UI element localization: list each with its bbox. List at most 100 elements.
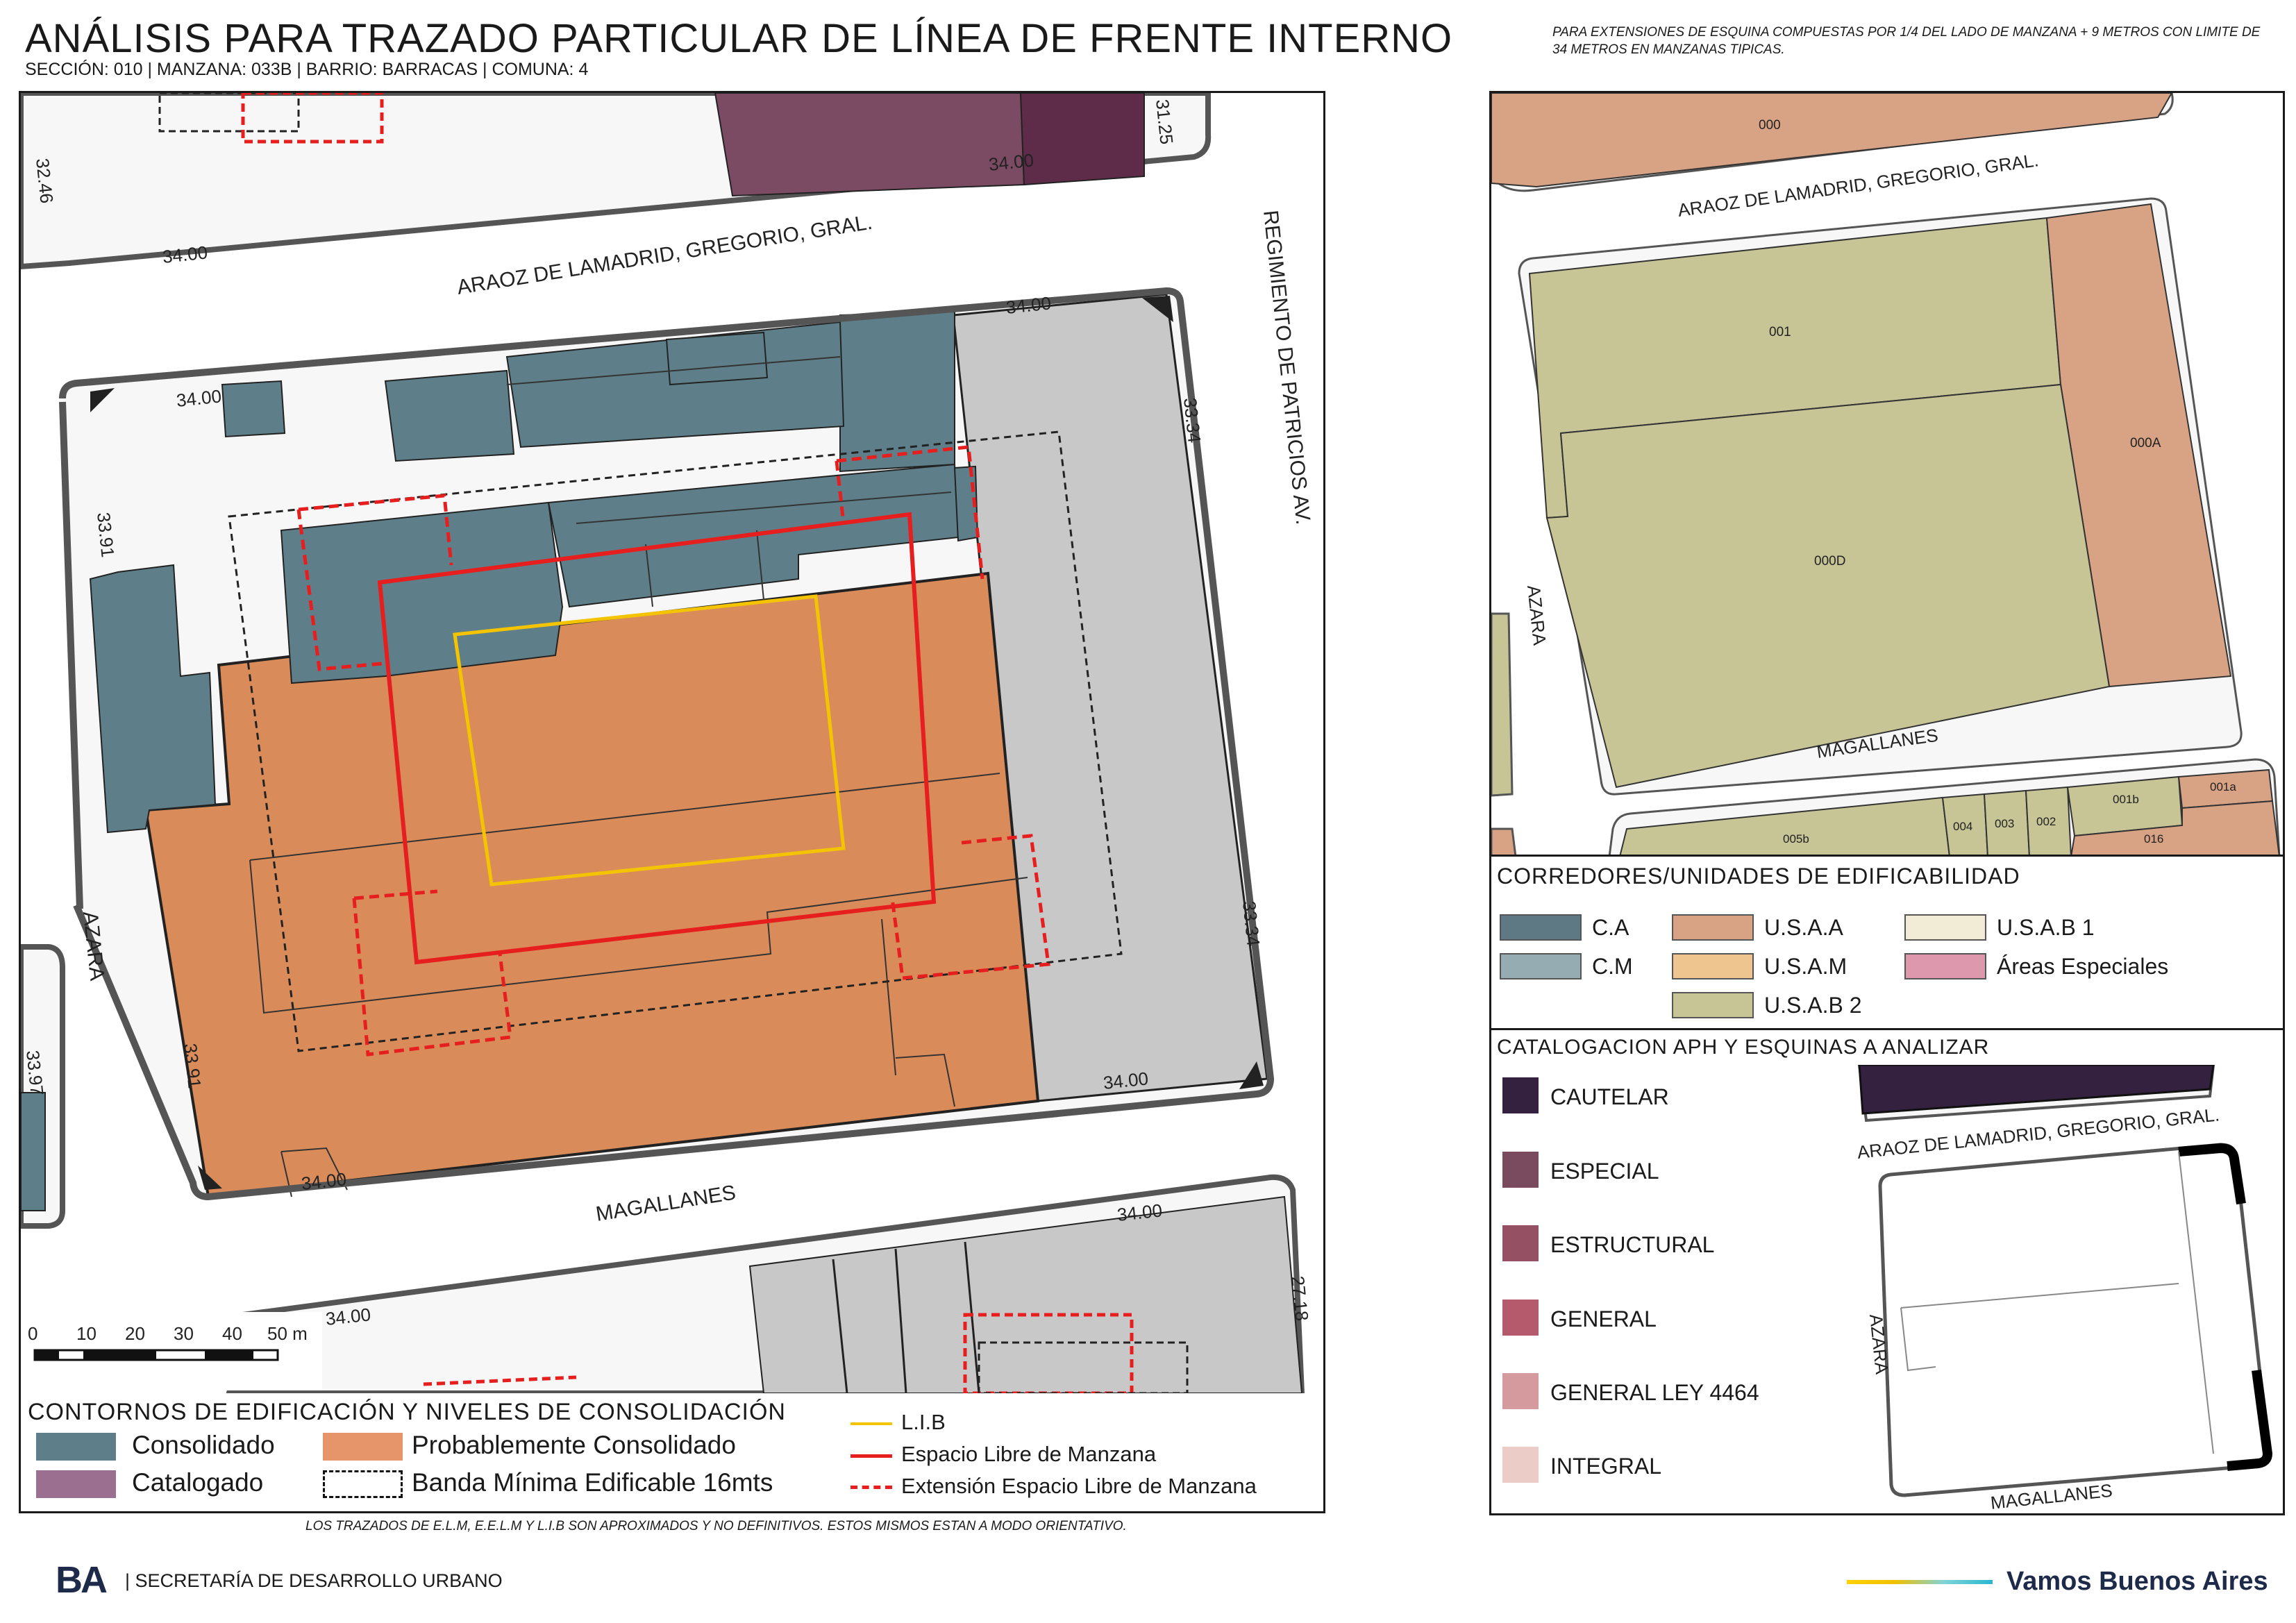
corridors-legend: CORREDORES/UNIDADES DE EDIFICABILIDAD C.… (1489, 855, 2285, 1032)
parcel-map[interactable]: 000 ARAOZ DE LAMADRID, GREGORIO, GRAL. 0… (1489, 91, 2285, 859)
swatch-especial (1502, 1152, 1539, 1188)
swatch-ca (1500, 914, 1582, 941)
label-cm: C.M (1592, 954, 1633, 979)
parcel-street-west: AZARA (1523, 584, 1550, 646)
street-east: REGIMIENTO DE PATRICIOS AV. (1259, 209, 1314, 525)
band-min-buildable (228, 430, 1123, 1052)
north-block (21, 93, 1212, 270)
dim-south-block-right: 34.00 (1116, 1200, 1163, 1225)
dim-south-block-left: 34.00 (324, 1304, 371, 1329)
scale-tick-50: 50 m (267, 1323, 308, 1344)
parcel-label-000a: 000A (2130, 436, 2161, 451)
swatch-general (1502, 1300, 1539, 1336)
legend-line-lib (850, 1422, 892, 1425)
dim-north-block-west: 32.46 (32, 157, 58, 204)
scale-tick-20: 20 (125, 1323, 145, 1344)
south-block (226, 1174, 1305, 1393)
scale-bar: 0 10 20 30 40 50 m (21, 1312, 322, 1390)
main-map[interactable]: ARAOZ DE LAMADRID, GREGORIO, GRAL. REGIM… (19, 91, 1325, 1395)
label-usab2: U.S.A.B 2 (1764, 993, 1862, 1018)
label-areas-especiales: Áreas Especiales (1997, 954, 2169, 979)
footer-department: | SECRETARÍA DE DESARROLLO URBANO (125, 1570, 503, 1591)
parcel-label-001: 001 (1769, 325, 1791, 339)
free-space-block (377, 512, 937, 965)
ba-logo-text: BA (56, 1559, 108, 1601)
label-integral: INTEGRAL (1550, 1454, 1662, 1479)
legend-line-elm (850, 1454, 892, 1458)
legend-swatch-banda (323, 1470, 403, 1498)
dim-west-block: 33.97 (22, 1049, 48, 1096)
label-usab1: U.S.A.B 1 (1997, 915, 2095, 940)
ba-logo: BA (56, 1558, 108, 1601)
parcel-label-000: 000 (1759, 118, 1781, 133)
dim-se-bottom: 34.00 (1102, 1068, 1149, 1093)
dim-sw-bottom: 34.00 (300, 1168, 347, 1194)
dim-east-lower: 33.34 (1239, 900, 1264, 947)
dim-east-upper: 33.34 (1180, 396, 1205, 444)
parcel-label-001b: 001b (2113, 793, 2139, 806)
parcel-map-canvas: 000 ARAOZ DE LAMADRID, GREGORIO, GRAL. 0… (1491, 93, 2281, 857)
legend-label-consolidado: Consolidado (132, 1431, 275, 1459)
catalog-legend: CATALOGACION APH Y ESQUINAS A ANALIZAR C… (1489, 1028, 2285, 1515)
scale-tick-30: 30 (174, 1323, 194, 1344)
dim-north-block-right: 34.00 (987, 149, 1034, 175)
legend-swatch-probablemente (323, 1433, 403, 1461)
label-especial: ESPECIAL (1550, 1159, 1659, 1184)
legend-label-elm: Espacio Libre de Manzana (901, 1442, 1157, 1466)
parcel-label-016: 016 (2144, 832, 2163, 846)
slogan-gradient-line (1847, 1580, 1993, 1584)
main-legend-title: CONTORNOS DE EDIFICACIÓN Y NIVELES DE CO… (28, 1399, 786, 1425)
main-legend: CONTORNOS DE EDIFICACIÓN Y NIVELES DE CO… (19, 1393, 1325, 1513)
parcel-label-000d: 000D (1814, 554, 1845, 569)
lib-line (453, 594, 846, 886)
dim-south-block-east: 27.18 (1287, 1275, 1313, 1322)
legend-label-probablemente: Probablemente Consolidado (412, 1431, 736, 1459)
swatch-cm (1500, 953, 1582, 979)
label-estructural: ESTRUCTURAL (1550, 1232, 1715, 1257)
label-general-ley-4464: GENERAL LEY 4464 (1550, 1380, 1759, 1405)
parcel-label-004: 004 (1953, 820, 1972, 833)
swatch-usab1 (1904, 914, 1986, 941)
dim-west-lower: 33.91 (180, 1042, 206, 1089)
parcel-label-005b: 005b (1783, 832, 1809, 846)
dim-north-block-east: 31.25 (1152, 98, 1178, 145)
label-general: GENERAL (1550, 1306, 1657, 1331)
footer-slogan: Vamos Buenos Aires (2006, 1567, 2268, 1596)
street-south: MAGALLANES (594, 1181, 737, 1225)
swatch-usaa (1672, 914, 1754, 941)
legend-swatch-consolidado (36, 1433, 116, 1461)
swatch-areas-especiales (1904, 953, 1986, 979)
catalog-legend-title: CATALOGACION APH Y ESQUINAS A ANALIZAR (1497, 1036, 1990, 1059)
label-ca: C.A (1592, 915, 1629, 940)
parcel-probably-consolidated (144, 571, 1040, 1199)
dim-ne-top: 34.00 (1005, 292, 1052, 318)
legend-label-catalogado: Catalogado (132, 1468, 264, 1497)
footer-note: LOS TRAZADOS DE E.L.M, E.E.L.M Y L.I.B S… (305, 1519, 1127, 1533)
corner-inset-map: ARAOZ DE LAMADRID, GREGORIO, GRAL. AZARA… (1856, 1065, 2273, 1513)
scale-tick-40: 40 (222, 1323, 242, 1344)
parcel-label-001a: 001a (2210, 780, 2236, 793)
corridors-legend-title: CORREDORES/UNIDADES DE EDIFICABILIDAD (1497, 864, 2020, 889)
scale-tick-0: 0 (28, 1323, 37, 1344)
parcel-label-002: 002 (2036, 815, 2056, 828)
corner-note: PARA EXTENSIONES DE ESQUINA COMPUESTAS P… (1552, 25, 2261, 57)
page-title: ANÁLISIS PARA TRAZADO PARTICULAR DE LÍNE… (25, 16, 1453, 61)
dim-nw-top: 34.00 (175, 385, 222, 411)
street-north: ARAOZ DE LAMADRID, GREGORIO, GRAL. (455, 211, 874, 299)
scale-tick-10: 10 (76, 1323, 97, 1344)
swatch-usab2 (1672, 992, 1754, 1018)
dim-north-block-left: 34.00 (161, 242, 208, 267)
legend-swatch-catalogado (36, 1470, 116, 1498)
label-usam: U.S.A.M (1764, 954, 1847, 979)
swatch-estructural (1502, 1225, 1539, 1261)
legend-label-banda: Banda Mínima Edificable 16mts (412, 1468, 773, 1497)
main-map-canvas: ARAOZ DE LAMADRID, GREGORIO, GRAL. REGIM… (21, 93, 1314, 1393)
label-usaa: U.S.A.A (1764, 915, 1843, 940)
extension-free-space (296, 445, 1050, 1057)
swatch-usam (1672, 953, 1754, 979)
parcel-label-003: 003 (1995, 817, 2014, 830)
legend-label-eelm: Extensión Espacio Libre de Manzana (901, 1474, 1257, 1498)
legend-line-eelm (850, 1486, 892, 1489)
dim-west-upper: 33.91 (93, 511, 119, 558)
swatch-integral (1502, 1447, 1539, 1483)
